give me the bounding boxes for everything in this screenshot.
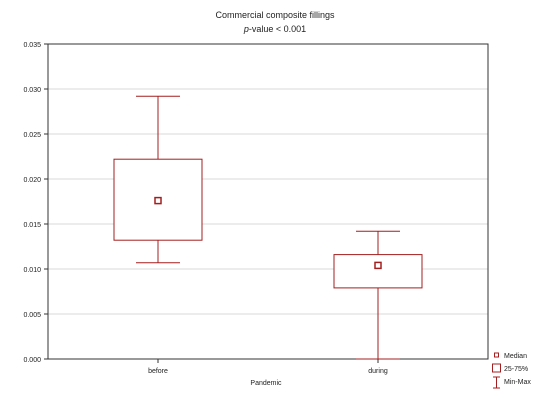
y-tick-label: 0.025 [23, 132, 41, 139]
y-tick-label: 0.000 [23, 357, 41, 364]
legend-box-icon [492, 363, 501, 373]
x-tick-label: before [148, 368, 168, 375]
y-tick-label: 0.005 [23, 312, 41, 319]
median-marker [374, 261, 382, 270]
legend-label: Min-Max [504, 379, 531, 386]
y-tick-label: 0.020 [23, 177, 41, 184]
legend-label: 25-75% [504, 366, 528, 373]
legend-label: Median [504, 353, 527, 360]
chart-title: Commercial composite fillings [215, 10, 335, 20]
legend-median-icon [494, 352, 499, 358]
iqr-box [333, 254, 423, 289]
y-tick-label: 0.015 [23, 222, 41, 229]
median-marker [154, 196, 162, 205]
y-tick-label: 0.030 [23, 87, 41, 94]
y-tick-label: 0.010 [23, 267, 41, 274]
x-tick-label: during [368, 368, 388, 375]
x-axis-label: Pandemic [250, 380, 282, 387]
plot-frame [47, 43, 489, 360]
y-tick-label: 0.035 [23, 42, 41, 49]
chart-subtitle: p-value < 0.001 [243, 24, 307, 34]
